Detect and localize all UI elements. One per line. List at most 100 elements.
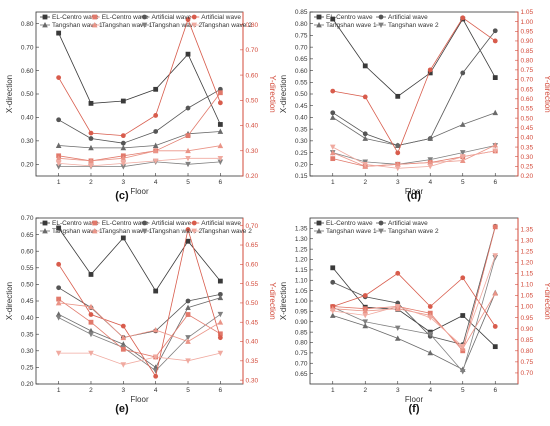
y-tick-label: 0.55: [21, 265, 34, 272]
panel-label: (f): [409, 403, 420, 415]
legend: EL-Centro wave EL-Centro wave Artificial w…: [40, 14, 252, 29]
data-point: [492, 148, 499, 154]
data-point: [217, 90, 223, 96]
series-1: [56, 30, 223, 127]
data-point: [185, 17, 191, 22]
x-tick-label: 1: [331, 387, 335, 394]
series-line: [332, 146, 496, 169]
y-tick-label: 1.25: [295, 246, 308, 253]
data-point: [492, 38, 498, 44]
y-axis-label: X-direction: [5, 75, 14, 113]
y-tick-label: 0.60: [295, 68, 308, 75]
chart-panel-3: 1 2 3 4 5 6 0.20 0.25 0.30 0.35 0.40 0.45 0.50 0.55 0.…: [5, 215, 277, 415]
y2-tick-label: 0.60: [246, 262, 259, 269]
series-line: [332, 112, 496, 146]
x-axis-label: Floor: [405, 395, 424, 404]
series-line: [58, 227, 221, 292]
data-point: [55, 142, 62, 148]
legend-marker: [378, 220, 384, 226]
y2-tick-label: 0.65: [521, 86, 534, 93]
data-point: [394, 142, 401, 148]
data-point: [427, 159, 434, 165]
data-point: [88, 272, 94, 277]
series-4: [55, 159, 224, 170]
y-tick-label: 0.50: [295, 91, 308, 98]
data-point: [56, 261, 62, 267]
y-tick-label: 0.80: [295, 21, 308, 28]
y-tick-label: 0.35: [21, 331, 34, 338]
legend-marker: [142, 14, 147, 20]
data-point: [120, 160, 127, 167]
data-point: [329, 312, 336, 318]
data-point: [185, 227, 191, 232]
y-tick-label: 0.70: [295, 44, 308, 51]
legend-marker: [378, 228, 384, 234]
data-point: [330, 16, 336, 22]
y-tick-label: 0.20: [21, 381, 34, 388]
legend-marker: [191, 22, 198, 28]
y-tick-label: 0.15: [295, 173, 308, 180]
data-point: [492, 75, 498, 80]
data-point: [329, 144, 336, 151]
x-tick-label: 4: [154, 179, 158, 186]
legend-label: Tangshan wave 1: [326, 228, 377, 235]
y-tick-label: 0.85: [295, 9, 308, 16]
legend-label: EL-Centro wave: [52, 220, 99, 227]
x-tick-label: 5: [186, 179, 190, 186]
data-point: [88, 163, 94, 169]
y2-tick-label: 0.95: [521, 28, 534, 35]
data-point: [492, 109, 499, 116]
x-tick-label: 2: [363, 179, 367, 186]
y2-tick-label: 0.35: [521, 144, 534, 151]
y2-tick-label: 0.75: [521, 359, 534, 366]
data-point: [152, 354, 159, 360]
data-point: [330, 88, 336, 94]
series-4: [329, 255, 499, 375]
y2-tick-label: 1.15: [521, 271, 534, 278]
y-tick-label: 0.20: [21, 161, 34, 168]
data-point: [427, 304, 433, 309]
data-point: [120, 133, 126, 139]
data-point: [185, 147, 191, 154]
data-point: [330, 156, 336, 162]
data-point: [88, 100, 94, 106]
series-line: [58, 131, 221, 149]
series-line: [332, 145, 496, 165]
y-tick-label: 0.80: [295, 340, 308, 347]
series-5: [56, 90, 223, 164]
y2-tick-label: 0.30: [246, 148, 259, 155]
y-tick-label: 0.60: [21, 68, 34, 75]
legend-label: Tangshan wave 2: [388, 228, 439, 235]
data-point: [394, 161, 401, 167]
data-point: [120, 235, 126, 241]
y-tick-label: 0.65: [295, 56, 308, 63]
series-line: [58, 32, 221, 125]
x-tick-label: 5: [461, 179, 465, 186]
legend-label: Tangshan wave 2: [152, 228, 203, 235]
data-point: [217, 319, 224, 325]
y2-tick-label: 1.10: [521, 282, 534, 289]
y-tick-label: 0.75: [295, 33, 308, 40]
series-line: [58, 157, 221, 167]
data-point: [427, 349, 434, 356]
y-tick-label: 0.70: [295, 360, 308, 367]
series-5: [56, 296, 223, 360]
data-point: [152, 142, 159, 148]
y2-tick-label: 0.55: [246, 281, 259, 288]
data-point: [55, 164, 62, 170]
y2-tick-label: 0.45: [246, 319, 259, 326]
x-tick-label: 1: [57, 179, 61, 186]
data-point: [88, 331, 94, 338]
y-axis-label: X-direction: [279, 282, 288, 320]
legend-label: Artificial wave: [152, 220, 192, 227]
series-line: [332, 267, 496, 347]
data-point: [330, 110, 336, 116]
data-point: [492, 28, 498, 34]
y2-tick-label: 1.00: [521, 304, 534, 311]
data-point: [427, 163, 434, 170]
y-tick-label: 0.80: [21, 21, 34, 28]
data-point: [460, 15, 466, 21]
y2-tick-label: 0.80: [521, 57, 534, 64]
data-point: [217, 294, 224, 301]
